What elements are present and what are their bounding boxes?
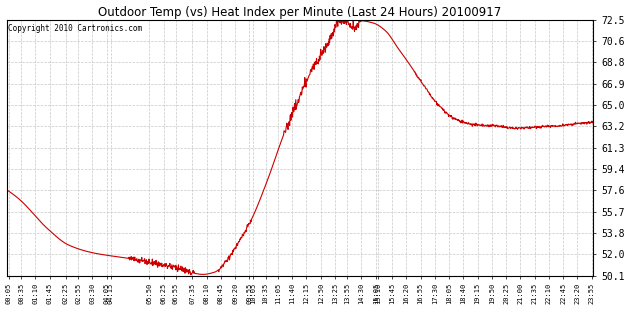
- Title: Outdoor Temp (vs) Heat Index per Minute (Last 24 Hours) 20100917: Outdoor Temp (vs) Heat Index per Minute …: [98, 6, 501, 19]
- Text: Copyright 2010 Cartronics.com: Copyright 2010 Cartronics.com: [8, 24, 142, 33]
